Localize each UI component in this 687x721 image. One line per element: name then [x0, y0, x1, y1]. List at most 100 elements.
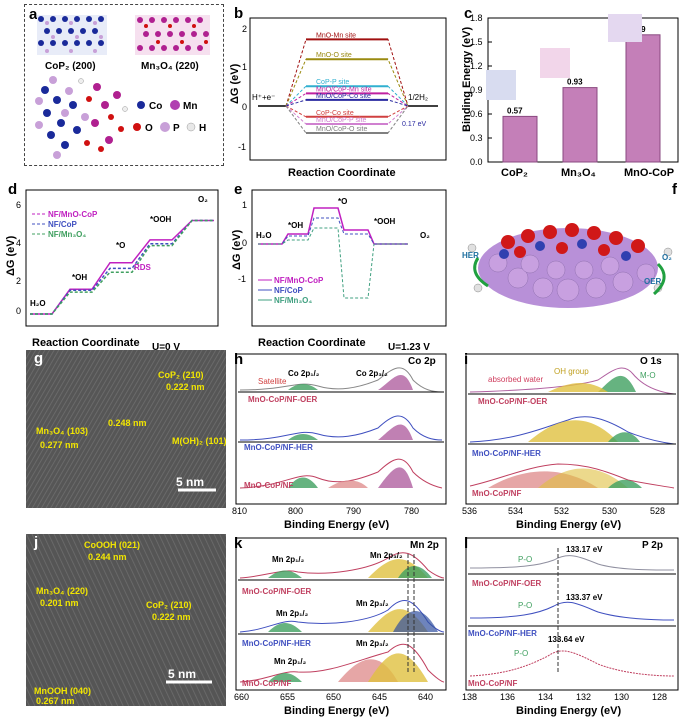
svg-text:Binding Energy (eV): Binding Energy (eV) [516, 705, 621, 717]
bar-2 [625, 34, 661, 163]
svg-text:MnO-CoP/NF: MnO-CoP/NF [468, 679, 517, 688]
svg-text:MnO-CoP/NF-OER: MnO-CoP/NF-OER [248, 395, 318, 404]
panel-k: k Mn 2p Mn 2p₁/₂ Mn 2p₃/₂ Mn 2p₁/₂ Mn 2p… [234, 535, 447, 717]
o1s-spectra [468, 367, 676, 489]
svg-text:NF/MnO-CoP: NF/MnO-CoP [48, 210, 98, 219]
panel-j: CoOOH (021) 0.244 nm Mn₃O₄ (220) 0.201 n… [26, 534, 226, 706]
svg-text:Mn 2p₃/₂: Mn 2p₃/₂ [356, 639, 389, 648]
svg-text:NF/CoP: NF/CoP [274, 286, 304, 295]
atom-legend: Co Mn O P H [133, 100, 206, 134]
svg-text:4: 4 [16, 238, 21, 248]
svg-text:0: 0 [242, 102, 247, 112]
svg-text:810: 810 [232, 506, 247, 516]
panel-g-letter: g [34, 350, 44, 367]
bar-category-1: Mn₃O₄ [561, 167, 596, 179]
svg-text:5 nm: 5 nm [168, 667, 196, 681]
svg-text:Binding Energy (eV): Binding Energy (eV) [284, 705, 389, 717]
svg-text:OH group: OH group [554, 367, 589, 376]
svg-text:133.17 eV: 133.17 eV [566, 545, 603, 554]
site-label-3: MnO/CoP-Mn site [316, 86, 372, 93]
heterostructure-model [467, 223, 673, 308]
svg-text:780: 780 [404, 506, 419, 516]
svg-text:2: 2 [16, 276, 21, 286]
svg-text:0.248 nm: 0.248 nm [108, 418, 147, 428]
svg-text:MnO-CoP/NF: MnO-CoP/NF [242, 679, 291, 688]
svg-text:*O: *O [116, 241, 125, 250]
svg-text:530: 530 [602, 506, 617, 516]
svg-text:O₂: O₂ [420, 231, 430, 240]
svg-text:Co 2p₁/₂: Co 2p₁/₂ [288, 369, 320, 378]
site-trace-5 [285, 105, 409, 118]
svg-text:CoP₂ (210): CoP₂ (210) [158, 370, 204, 380]
svg-text:OER: OER [644, 277, 662, 286]
svg-text:*OH: *OH [72, 273, 87, 282]
site-label-0: MnO-Mn site [316, 32, 356, 39]
c-ytick-6: 1.8 [470, 13, 483, 23]
svg-text:0.201 nm: 0.201 nm [40, 598, 79, 608]
svg-text:CoP₂ (210): CoP₂ (210) [146, 600, 192, 610]
svg-text:133.64 eV: 133.64 eV [548, 635, 585, 644]
svg-text:Co 2p: Co 2p [408, 356, 436, 367]
svg-text:655: 655 [280, 692, 295, 702]
svg-text:Mn₃O₄ (220): Mn₃O₄ (220) [36, 586, 88, 596]
svg-text:O 1s: O 1s [640, 356, 662, 367]
cop2-structure [37, 15, 107, 55]
svg-text:138: 138 [462, 692, 477, 702]
mn3o4-structure-thumb [540, 48, 570, 78]
svg-text:128: 128 [652, 692, 667, 702]
panel-d-ylabel: ΔG (eV) [5, 235, 17, 276]
svg-text:528: 528 [650, 506, 665, 516]
svg-text:Mn 2p₁/₂: Mn 2p₁/₂ [274, 657, 307, 666]
panel-c-ylabel: Binding Energy (eV) [461, 27, 473, 132]
svg-text:NF/MnO-CoP: NF/MnO-CoP [274, 276, 324, 285]
svg-text:P 2p: P 2p [642, 540, 663, 551]
svg-text:534: 534 [508, 506, 523, 516]
svg-text:-1: -1 [238, 274, 246, 284]
svg-text:2: 2 [242, 24, 247, 34]
cop2-structure-thumb [486, 70, 516, 100]
svg-text:Mn 2p₁/₂: Mn 2p₁/₂ [272, 555, 305, 564]
svg-text:MnO-CoP/NF-OER: MnO-CoP/NF-OER [472, 579, 542, 588]
site-label-1: MnO-O site [316, 52, 352, 59]
d-series-2 [30, 219, 214, 315]
svg-text:130: 130 [614, 692, 629, 702]
svg-text:0.17 eV: 0.17 eV [402, 121, 426, 128]
panel-b-xlabel: Reaction Coordinate [288, 167, 396, 179]
site-trace-3 [285, 92, 409, 107]
heterostructure [35, 76, 128, 159]
bar-category-0: CoP₂ [501, 167, 528, 179]
svg-text:H: H [199, 123, 206, 134]
svg-text:H⁺+e⁻: H⁺+e⁻ [252, 93, 275, 102]
svg-text:Mn 2p₁/₂: Mn 2p₁/₂ [276, 609, 309, 618]
svg-text:P-O: P-O [518, 555, 532, 564]
mn3o4-structure [135, 15, 210, 55]
site-trace-7 [285, 105, 409, 134]
svg-text:660: 660 [234, 692, 249, 702]
svg-text:532: 532 [554, 506, 569, 516]
c-ytick-5: 1.5 [470, 37, 483, 47]
svg-text:*OOH: *OOH [374, 217, 396, 226]
svg-text:Mn₃O₄ (103): Mn₃O₄ (103) [36, 426, 88, 436]
panel-h: h Co 2p Co 2p₁/₂ Co 2p₃/₂ Satellite MnO-… [232, 351, 447, 530]
svg-text:645: 645 [372, 692, 387, 702]
panel-g: g CoP₂ (210) 0.222 nm Mn₃O₄ (103) 0.277 … [26, 350, 226, 508]
svg-text:*OOH: *OOH [150, 215, 172, 224]
svg-text:Binding Energy (eV): Binding Energy (eV) [284, 519, 389, 530]
panel-f-label: f [672, 181, 678, 198]
svg-text:Mn 2p: Mn 2p [410, 540, 439, 551]
mn2p-spectra [238, 552, 445, 683]
panel-j-letter: j [34, 534, 39, 551]
c-ytick-1: 0.3 [470, 133, 483, 143]
panel-k-label: k [234, 535, 243, 552]
svg-text:P-O: P-O [518, 601, 532, 610]
svg-text:MnO-CoP/NF: MnO-CoP/NF [244, 481, 293, 490]
cop2-label: CoP₂ (200) [45, 61, 96, 72]
svg-text:U=0 V: U=0 V [152, 342, 180, 353]
panel-f: f HER O₂ OER [462, 181, 678, 308]
svg-text:0.244 nm: 0.244 nm [88, 552, 127, 562]
svg-text:MnO-CoP/NF-OER: MnO-CoP/NF-OER [242, 587, 312, 596]
panel-c-label: c [464, 5, 472, 22]
bar-value-0: 0.57 [507, 106, 523, 115]
svg-text:MnO-CoP/NF-HER: MnO-CoP/NF-HER [244, 443, 313, 452]
svg-text:HER: HER [462, 251, 479, 260]
